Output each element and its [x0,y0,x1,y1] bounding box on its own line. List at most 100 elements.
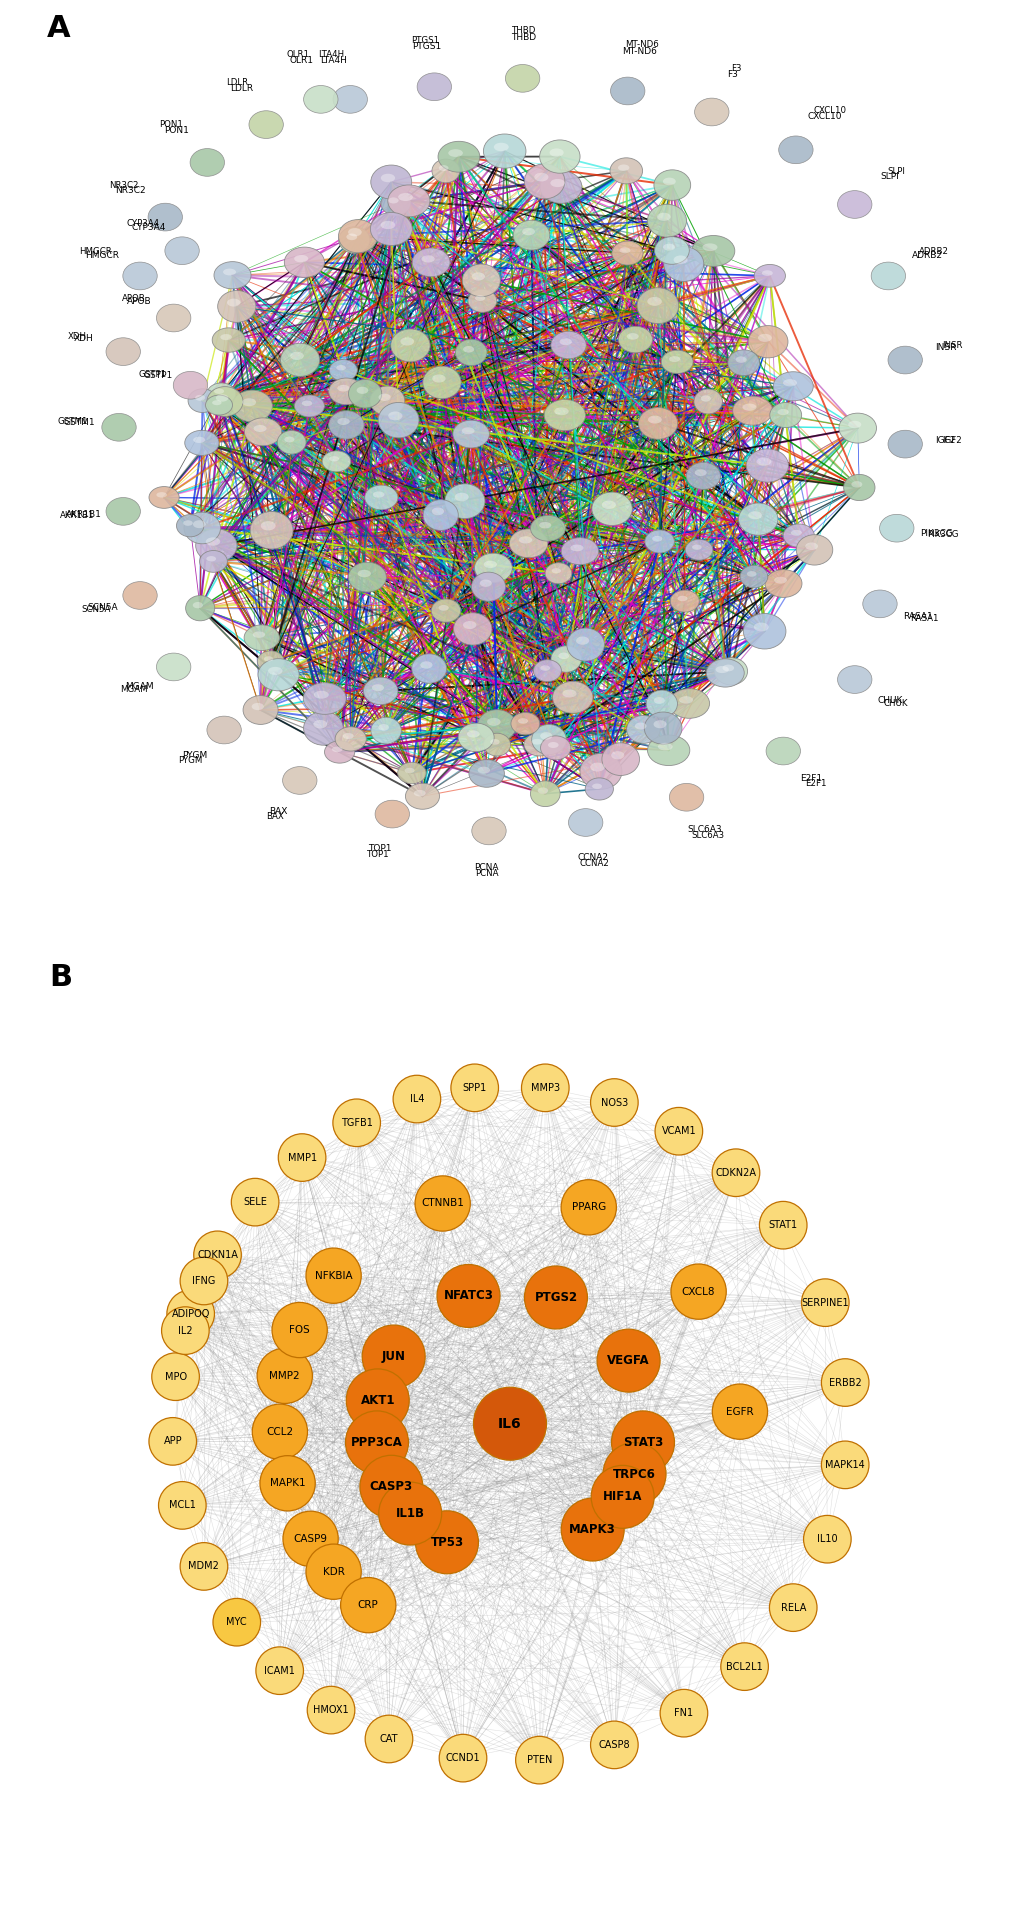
Text: CTNNB1: CTNNB1 [421,1198,464,1208]
Ellipse shape [533,659,560,682]
Text: B: B [50,963,72,992]
Ellipse shape [322,451,351,472]
Text: PPARG: PPARG [571,1202,605,1212]
Ellipse shape [227,298,240,306]
Ellipse shape [702,243,716,250]
Ellipse shape [304,86,337,113]
Ellipse shape [511,713,539,736]
Circle shape [720,1643,767,1691]
Text: CCND1: CCND1 [445,1752,480,1764]
Text: PTGS2: PTGS2 [534,1292,577,1303]
Circle shape [340,1577,395,1632]
Text: TOP1: TOP1 [367,850,389,858]
Ellipse shape [200,550,227,571]
Ellipse shape [540,736,571,761]
Ellipse shape [592,784,601,789]
Ellipse shape [559,338,572,346]
Ellipse shape [493,143,508,151]
Ellipse shape [463,346,474,354]
Ellipse shape [388,411,403,420]
Circle shape [360,1456,423,1517]
Text: LDLR: LDLR [226,78,248,88]
Ellipse shape [284,247,324,277]
Text: XDH: XDH [67,333,87,340]
Ellipse shape [397,193,413,201]
Ellipse shape [447,149,463,157]
Ellipse shape [888,346,921,375]
Text: PON1: PON1 [164,126,189,134]
Circle shape [306,1248,361,1303]
Text: ADIPOQ: ADIPOQ [171,1309,210,1319]
Ellipse shape [685,539,712,560]
Text: SLC6A3: SLC6A3 [691,831,723,841]
Ellipse shape [371,717,400,743]
Text: CHUK: CHUK [876,696,902,705]
Ellipse shape [551,568,560,573]
Ellipse shape [193,438,205,443]
Ellipse shape [796,535,832,566]
Ellipse shape [567,629,604,661]
Ellipse shape [715,667,729,673]
Text: FN1: FN1 [674,1708,693,1718]
Ellipse shape [423,499,458,531]
Ellipse shape [543,399,585,430]
Circle shape [256,1647,304,1695]
Ellipse shape [232,390,272,422]
Circle shape [167,1290,214,1338]
Ellipse shape [471,273,484,281]
Text: F3: F3 [730,63,741,73]
Ellipse shape [333,86,367,113]
Text: IGF2: IGF2 [942,436,961,445]
Ellipse shape [772,373,812,401]
Ellipse shape [490,740,499,745]
Ellipse shape [591,493,632,526]
Ellipse shape [475,296,485,302]
Ellipse shape [783,378,796,386]
Text: INSR: INSR [942,342,962,350]
Ellipse shape [700,396,710,401]
Ellipse shape [524,734,555,757]
Ellipse shape [647,415,661,424]
Text: ADRB2: ADRB2 [918,247,948,256]
Text: HIF1A: HIF1A [602,1491,642,1504]
Ellipse shape [438,164,448,172]
Text: CRP: CRP [358,1600,378,1611]
Circle shape [378,1483,441,1544]
Ellipse shape [626,715,659,743]
Ellipse shape [668,784,703,810]
Ellipse shape [662,178,676,185]
Ellipse shape [380,222,395,229]
Text: SELE: SELE [243,1196,267,1208]
Ellipse shape [663,247,703,281]
Ellipse shape [728,350,759,376]
Ellipse shape [444,483,484,518]
Ellipse shape [373,491,384,497]
Ellipse shape [660,350,693,373]
Ellipse shape [244,625,279,650]
Ellipse shape [207,382,235,405]
Ellipse shape [363,676,397,705]
Ellipse shape [149,487,179,508]
Text: BCL2L1: BCL2L1 [726,1663,762,1672]
Ellipse shape [888,430,921,459]
Ellipse shape [207,717,242,743]
Ellipse shape [214,388,224,394]
Text: IL10: IL10 [816,1535,837,1544]
Text: GSTP1: GSTP1 [143,371,172,380]
Ellipse shape [431,598,461,623]
Ellipse shape [547,741,558,747]
Text: LTA4H: LTA4H [318,50,343,59]
Text: PTGS1: PTGS1 [411,36,439,44]
Ellipse shape [193,602,203,608]
Ellipse shape [611,241,642,266]
Ellipse shape [372,684,383,692]
Ellipse shape [347,227,362,237]
Ellipse shape [477,709,516,741]
Ellipse shape [462,428,474,434]
Ellipse shape [668,688,709,719]
Ellipse shape [878,514,913,543]
Ellipse shape [452,420,489,447]
Ellipse shape [738,503,777,535]
Ellipse shape [585,778,612,801]
Text: APP: APP [163,1437,181,1447]
